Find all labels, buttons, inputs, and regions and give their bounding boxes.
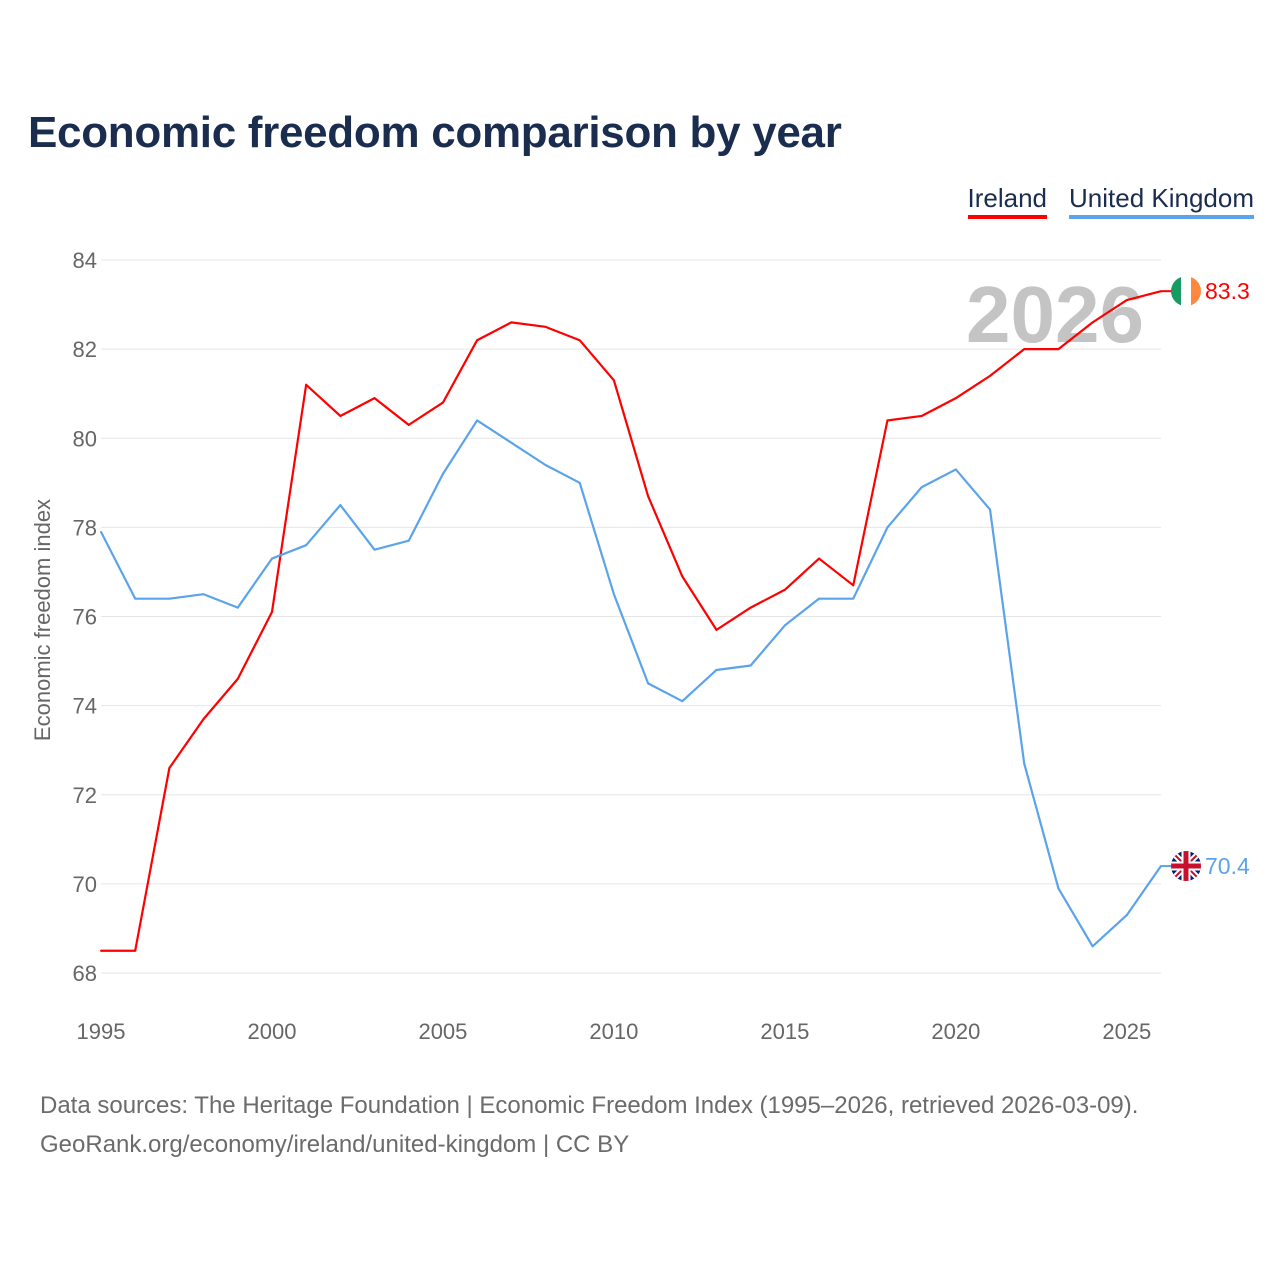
data-point (920, 486, 923, 489)
data-point (578, 481, 581, 484)
data-point (1057, 348, 1060, 351)
y-tick-label: 80 (73, 426, 97, 451)
data-point (749, 606, 752, 609)
y-tick-label: 68 (73, 961, 97, 986)
x-tick-label: 2000 (247, 1019, 296, 1044)
end-value-label: 83.3 (1205, 278, 1250, 304)
data-point (441, 401, 444, 404)
source-link[interactable]: GeoRank.org/economy/ireland/united-kingd… (40, 1131, 630, 1158)
data-point (578, 339, 581, 342)
y-tick-label: 74 (73, 694, 97, 719)
x-tick-label: 2020 (931, 1019, 980, 1044)
data-point (236, 606, 239, 609)
data-point (852, 597, 855, 600)
y-tick-label: 76 (73, 605, 97, 630)
data-point (202, 593, 205, 596)
x-tick-label: 2025 (1102, 1019, 1151, 1044)
data-point (1057, 887, 1060, 890)
data-point (407, 539, 410, 542)
source-text: Data sources: The Heritage Foundation | … (40, 1092, 1139, 1119)
chart-title: Economic freedom comparison by year (28, 108, 842, 157)
data-point (168, 767, 171, 770)
data-point (612, 593, 615, 596)
data-point (373, 548, 376, 551)
data-point (681, 700, 684, 703)
data-point (715, 668, 718, 671)
data-point (134, 597, 137, 600)
data-point (510, 441, 513, 444)
x-tick-label: 1995 (77, 1019, 126, 1044)
data-point (715, 628, 718, 631)
data-point (749, 664, 752, 667)
data-point (100, 530, 102, 533)
data-point (954, 468, 957, 471)
data-point (852, 584, 855, 587)
flag-stripe-orange (1191, 276, 1201, 307)
flag-stripe-green (1171, 276, 1181, 307)
legend: Ireland United Kingdom (967, 183, 1254, 219)
x-tick-label: 2010 (589, 1019, 638, 1044)
flag-cross-red (1171, 851, 1201, 882)
data-point (270, 557, 273, 560)
data-point (441, 472, 444, 475)
data-point (476, 339, 479, 342)
data-point (818, 557, 821, 560)
footer: Data sources: The Heritage Foundation | … (40, 1086, 1138, 1164)
data-point (134, 949, 137, 952)
year-watermark: 2026 (966, 270, 1144, 359)
data-point (954, 397, 957, 400)
data-point (168, 597, 171, 600)
y-axis-label: Economic freedom index (30, 499, 55, 741)
end-value-label: 70.4 (1205, 853, 1250, 879)
data-point (373, 397, 376, 400)
data-point (647, 495, 650, 498)
data-point (202, 717, 205, 720)
data-point (510, 321, 513, 324)
flag-stripe-white (1181, 276, 1191, 307)
data-point (544, 325, 547, 328)
series-line-united-kingdom (100, 419, 1162, 948)
data-point (920, 414, 923, 417)
data-point (1091, 321, 1094, 324)
data-point (476, 419, 479, 422)
y-tick-label: 84 (73, 248, 97, 273)
data-point (818, 597, 821, 600)
data-point (544, 463, 547, 466)
data-point (886, 419, 889, 422)
legend-united-kingdom[interactable]: United Kingdom (1069, 183, 1254, 219)
y-tick-label: 82 (73, 337, 97, 362)
data-point (407, 423, 410, 426)
y-tick-label: 70 (73, 872, 97, 897)
data-point (783, 624, 786, 627)
data-point (236, 677, 239, 680)
data-point (1125, 299, 1128, 302)
data-point (989, 508, 992, 511)
data-point (339, 504, 342, 507)
series-line-ireland (101, 290, 1162, 952)
data-point (886, 526, 889, 529)
data-point (1091, 945, 1094, 948)
legend-ireland[interactable]: Ireland (967, 183, 1047, 219)
data-point (1125, 914, 1128, 917)
data-point (1023, 762, 1026, 765)
data-point (681, 575, 684, 578)
data-point (305, 383, 308, 386)
data-point (989, 374, 992, 377)
data-point (647, 682, 650, 685)
x-tick-label: 2005 (418, 1019, 467, 1044)
data-point (1023, 348, 1026, 351)
data-point (100, 949, 102, 952)
data-point (612, 379, 615, 382)
data-point (270, 611, 273, 614)
data-point (783, 588, 786, 591)
data-point (339, 414, 342, 417)
y-tick-label: 72 (73, 783, 97, 808)
y-tick-label: 78 (73, 515, 97, 540)
data-point (305, 544, 308, 547)
x-tick-label: 2015 (760, 1019, 809, 1044)
